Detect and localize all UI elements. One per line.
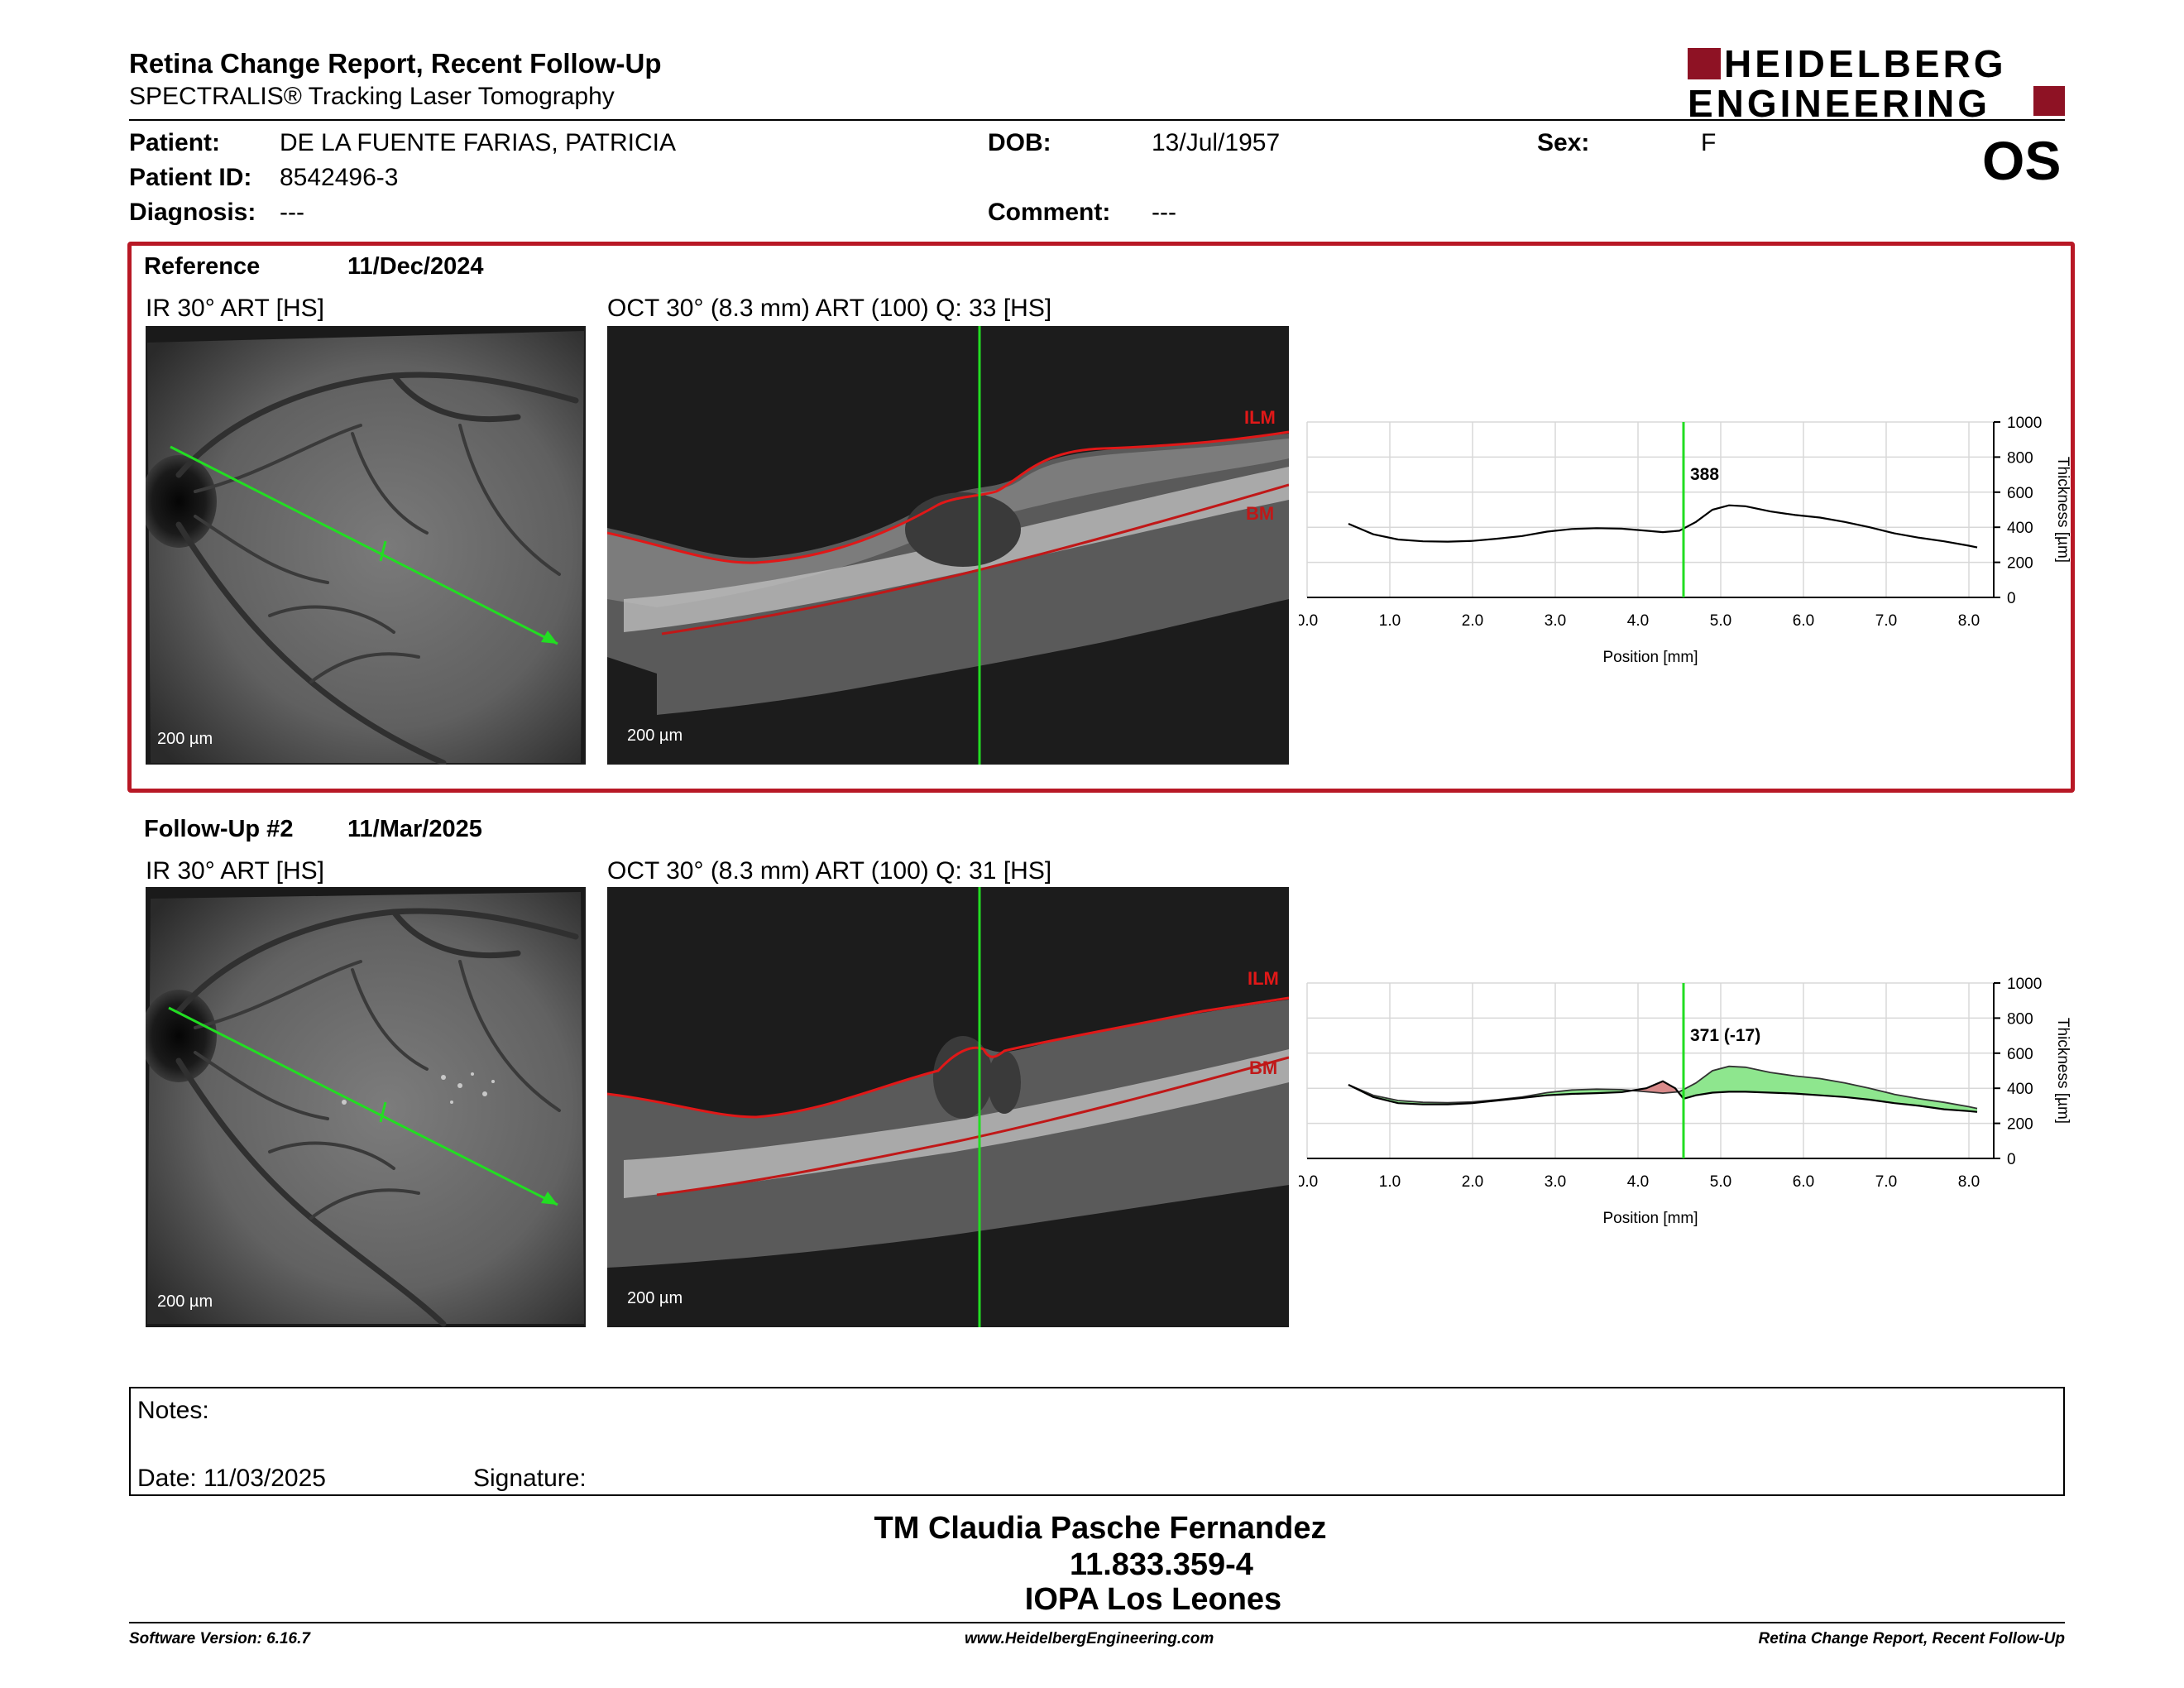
followup-oct-scalebar: 200 µm (627, 1289, 683, 1307)
thickness-loss-area (1679, 1066, 1977, 1112)
y-axis-label: Thickness [µm] (2054, 457, 2071, 563)
followup-thickness-chart: 0.0 1.0 2.0 3.0 4.0 5.0 6.0 7.0 8.0 0 200 400 600 800… (1299, 976, 2071, 1227)
x-tick-label: 5.0 (1710, 612, 1731, 630)
y-axis-label: Thickness [µm] (2054, 1018, 2071, 1124)
x-tick-label: 5.0 (1710, 1173, 1731, 1191)
dob-label: DOB: (988, 129, 1051, 156)
notes-date: Date: 11/03/2025 (137, 1465, 326, 1492)
eye-label: OS (1982, 130, 2062, 191)
notes-box: Notes: Date: 11/03/2025 Signature: (129, 1387, 2065, 1496)
patient-id: 8542496-3 (280, 164, 399, 191)
reference-oct-bscan-image: ILM BM 200 µm (607, 326, 1289, 765)
sex-label: Sex: (1537, 129, 1590, 156)
followup-ir-caption: IR 30° ART [HS] (146, 857, 324, 885)
followup-bm-label: BM (1249, 1057, 1278, 1078)
x-tick-label: 0.0 (1299, 612, 1318, 630)
x-axis-label: Position [mm] (1602, 1210, 1698, 1227)
reference-oct-scalebar: 200 µm (627, 727, 683, 745)
reference-ir-fundus-image: 200 µm (146, 326, 586, 765)
reference-label: Reference (144, 253, 261, 280)
patient-name: DE LA FUENTE FARIAS, PATRICIA (280, 129, 676, 156)
footer-report-name: Retina Change Report, Recent Follow-Up (1758, 1630, 2065, 1647)
y-tick-label: 200 (2007, 1116, 2033, 1134)
reference-ir-scalebar: 200 µm (157, 730, 213, 748)
y-tick-label: 600 (2007, 1046, 2033, 1063)
x-tick-label: 8.0 (1958, 612, 1980, 630)
reference-thickness-chart: 0.0 1.0 2.0 3.0 4.0 5.0 6.0 7.0 8.0 0 200 400 600 800… (1299, 415, 2071, 666)
thickness-line (1348, 504, 1978, 549)
reference-date: 11/Dec/2024 (347, 253, 484, 280)
x-tick-label: 7.0 (1875, 1173, 1897, 1191)
x-tick-label: 1.0 (1379, 612, 1401, 630)
followup-marker-label: 371 (-17) (1690, 1026, 1761, 1045)
followup-ilm-label: ILM (1248, 968, 1279, 989)
comment-label: Comment: (988, 199, 1111, 226)
website-link[interactable]: www.HeidelbergEngineering.com (965, 1630, 1214, 1647)
report-subtitle: SPECTRALIS® Tracking Laser Tomography (129, 83, 615, 110)
diagnosis-value: --- (280, 199, 304, 226)
operator-id: 11.833.359-4 (1070, 1547, 1253, 1582)
y-tick-label: 1000 (2007, 976, 2042, 993)
followup-date: 11/Mar/2025 (347, 816, 482, 842)
x-axis-label: Position [mm] (1602, 649, 1698, 666)
reference-ilm-label: ILM (1244, 407, 1276, 428)
y-tick-label: 1000 (2007, 415, 2042, 432)
logo-line1: HEIDELBERG (1724, 42, 2007, 85)
x-tick-label: 6.0 (1793, 1173, 1814, 1191)
reference-marker-label: 388 (1690, 465, 1720, 484)
diagnosis-label: Diagnosis: (129, 199, 256, 226)
followup-label: Follow-Up #2 (144, 816, 294, 842)
y-tick-label: 200 (2007, 555, 2033, 573)
y-tick-label: 0 (2007, 1151, 2016, 1168)
y-tick-label: 400 (2007, 520, 2033, 537)
x-tick-label: 3.0 (1545, 1173, 1566, 1191)
dob-value: 13/Jul/1957 (1152, 129, 1281, 156)
x-tick-label: 4.0 (1627, 612, 1649, 630)
y-tick-label: 600 (2007, 485, 2033, 502)
x-tick-label: 7.0 (1875, 612, 1897, 630)
x-tick-label: 0.0 (1299, 1173, 1318, 1191)
x-tick-label: 8.0 (1958, 1173, 1980, 1191)
followup-thickness-line (1348, 1080, 1978, 1113)
followup-oct-bscan-image: ILM BM 200 µm (607, 887, 1289, 1327)
x-tick-label: 2.0 (1462, 1173, 1483, 1191)
followup-oct-caption: OCT 30° (8.3 mm) ART (100) Q: 31 [HS] (607, 857, 1052, 885)
reference-frame (127, 242, 2075, 793)
report-title: Retina Change Report, Recent Follow-Up (129, 48, 662, 79)
reference-ir-caption: IR 30° ART [HS] (146, 295, 324, 322)
x-tick-label: 3.0 (1545, 612, 1566, 630)
patient-label: Patient: (129, 129, 221, 156)
operator-name: TM Claudia Pasche Fernandez (874, 1511, 1327, 1546)
sex-value: F (1701, 129, 1717, 156)
x-tick-label: 1.0 (1379, 1173, 1401, 1191)
x-tick-label: 6.0 (1793, 612, 1814, 630)
x-tick-label: 2.0 (1462, 612, 1483, 630)
logo-line2: ENGINEERING (1688, 82, 1991, 125)
reference-oct-caption: OCT 30° (8.3 mm) ART (100) Q: 33 [HS] (607, 295, 1052, 322)
y-tick-label: 400 (2007, 1081, 2033, 1098)
patient-id-label: Patient ID: (129, 164, 252, 191)
y-tick-label: 800 (2007, 449, 2033, 467)
software-version: Software Version: 6.16.7 (129, 1630, 310, 1647)
followup-ir-fundus-image: 200 µm (146, 887, 586, 1327)
comment-value: --- (1152, 199, 1176, 226)
signature-label: Signature: (473, 1465, 587, 1492)
followup-ir-scalebar: 200 µm (157, 1292, 213, 1311)
x-tick-label: 4.0 (1627, 1173, 1649, 1191)
reference-bm-label: BM (1246, 503, 1275, 524)
reference-thickness-line (1348, 1065, 1978, 1110)
notes-label: Notes: (137, 1397, 209, 1424)
operator-place: IOPA Los Leones (1024, 1582, 1282, 1617)
y-tick-label: 800 (2007, 1010, 2033, 1028)
y-tick-label: 0 (2007, 590, 2016, 607)
